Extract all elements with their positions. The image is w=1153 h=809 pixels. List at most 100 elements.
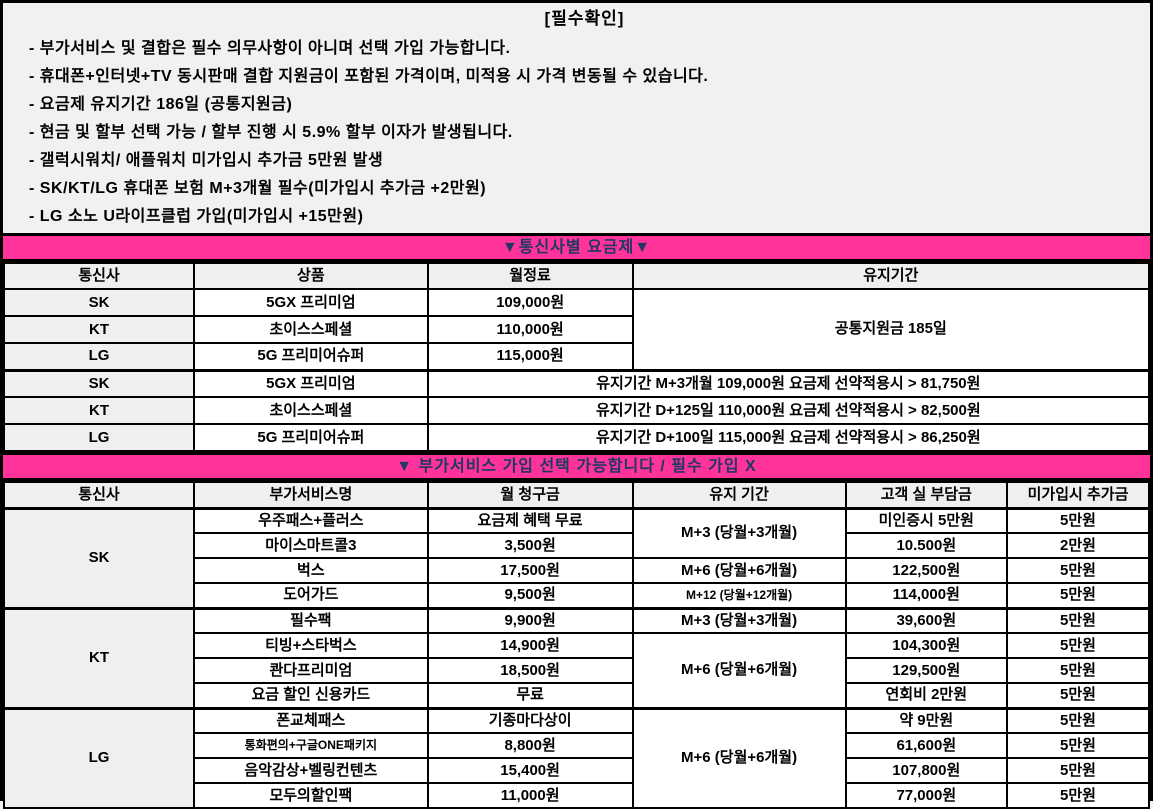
table-row: 음악감상+벨링컨텐츠 15,400원 107,800원 5만원 (4, 757, 1150, 784)
monthly-fee-cell: 115,000원 (426, 342, 634, 371)
product-cell: 5G 프리미어슈퍼 (193, 423, 429, 452)
monthly-charge-cell: 11,000원 (426, 782, 634, 809)
customer-cost-cell: 연회비 2만원 (844, 682, 1009, 709)
notice-line: - 휴대폰+인터넷+TV 동시판매 결합 지원금이 포함된 가격이며, 미적용 … (29, 68, 709, 85)
monthly-charge-cell: 17,500원 (426, 557, 634, 584)
monthly-charge-cell: 무료 (426, 682, 634, 709)
no-join-fee-cell: 5만원 (1006, 706, 1150, 734)
maintenance-period-cell: M+6 (당월+6개월) (631, 557, 847, 584)
table-row: LG 5G 프리미어슈퍼 유지기간 D+100일 115,000원 요금제 선약… (2, 423, 1151, 452)
product-cell: 5GX 프리미엄 (193, 288, 429, 317)
column-header-no-join-fee: 미가입시 추가금 (1006, 481, 1150, 509)
monthly-charge-cell: 요금제 혜택 무료 (426, 506, 634, 534)
carrier-cell: KT (2, 606, 196, 709)
customer-cost-cell: 39,600원 (844, 606, 1009, 634)
addon-service-table: 통신사 부가서비스명 월 청구금 유지 기간 고객 실 부담금 미가입시 추가금… (2, 481, 1150, 809)
maintenance-period-cell: M+12 (당월+12개월) (631, 582, 847, 609)
monthly-fee-cell: 110,000원 (426, 315, 634, 344)
monthly-charge-cell: 3,500원 (426, 532, 634, 559)
customer-cost-cell: 미인증시 5만원 (844, 506, 1009, 534)
column-header-maintenance-period: 유지 기간 (631, 481, 847, 509)
carrier-cell: SK (2, 506, 196, 609)
table-row: 통화편의+구글ONE패키지 8,800원 61,600원 5만원 (4, 732, 1150, 759)
monthly-charge-cell: 15,400원 (426, 757, 634, 784)
no-join-fee-cell: 5만원 (1006, 682, 1150, 709)
service-name-cell: 도어가드 (193, 582, 429, 609)
no-join-fee-cell: 5만원 (1006, 732, 1150, 759)
maintenance-period-cell: M+3 (당월+3개월) (631, 606, 847, 634)
column-header-customer-cost: 고객 실 부담금 (844, 481, 1009, 509)
service-name-cell: 티빙+스타벅스 (193, 632, 429, 659)
notice-line: - 현금 및 할부 선택 가능 / 할부 진행 시 5.9% 할부 이자가 발생… (29, 124, 513, 141)
no-join-fee-cell: 5만원 (1006, 757, 1150, 784)
product-cell: 초이스스페셜 (193, 396, 429, 425)
carrier-cell: KT (2, 396, 196, 425)
monthly-charge-cell: 9,500원 (426, 582, 634, 609)
carrier-cell: LG (2, 342, 196, 371)
column-header-maintenance-period: 유지기간 (631, 262, 1151, 290)
customer-cost-cell: 약 9만원 (844, 706, 1009, 734)
table-header-row: 통신사 부가서비스명 월 청구금 유지 기간 고객 실 부담금 미가입시 추가금 (2, 481, 1150, 509)
product-cell: 5GX 프리미엄 (193, 368, 429, 398)
rate-plan-band-title: ▼통신사별 요금제▼ (3, 233, 1150, 262)
contract-detail-cell: 유지기간 D+125일 110,000원 요금제 선약적용시 > 82,500원 (426, 396, 1151, 425)
customer-cost-cell: 61,600원 (844, 732, 1009, 759)
monthly-charge-cell: 9,900원 (426, 606, 634, 634)
table-row: SK 5GX 프리미엄 109,000원 공통지원금 185일 (2, 288, 1151, 371)
service-name-cell: 음악감상+벨링컨텐츠 (193, 757, 429, 784)
rate-plan-table: 통신사 상품 월정료 유지기간 SK 5GX 프리미엄 109,000원 공통지… (2, 262, 1151, 452)
customer-cost-cell: 129,500원 (844, 657, 1009, 684)
column-header-carrier: 통신사 (2, 262, 196, 290)
table-row: 벅스 17,500원 M+6 (당월+6개월) 122,500원 5만원 (4, 557, 1150, 584)
customer-cost-cell: 10.500원 (844, 532, 1009, 559)
maintenance-period-cell: M+6 (당월+6개월) (631, 632, 847, 709)
monthly-charge-cell: 기종마다상이 (426, 706, 634, 734)
customer-cost-cell: 107,800원 (844, 757, 1009, 784)
support-period-cell: 공통지원금 185일 (631, 288, 1151, 371)
table-row: SK 우주패스+플러스 요금제 혜택 무료 M+3 (당월+3개월) 미인증시 … (2, 506, 1150, 609)
customer-cost-cell: 122,500원 (844, 557, 1009, 584)
notice-line: - SK/KT/LG 휴대폰 보험 M+3개월 필수(미가입시 추가금 +2만원… (29, 180, 487, 197)
carrier-cell: KT (2, 315, 196, 344)
no-join-fee-cell: 5만원 (1006, 782, 1150, 809)
customer-cost-cell: 104,300원 (844, 632, 1009, 659)
contract-detail-cell: 유지기간 D+100일 115,000원 요금제 선약적용시 > 86,250원 (426, 423, 1151, 452)
column-header-monthly-charge: 월 청구금 (426, 481, 634, 509)
notice-line: - 부가서비스 및 결합은 필수 의무사항이 아니며 선택 가입 가능합니다. (29, 40, 511, 57)
column-header-monthly-fee: 월정료 (426, 262, 634, 290)
notice-line: - LG 소노 U라이프클럽 가입(미가입시 +15만원) (29, 208, 364, 225)
carrier-cell: SK (2, 368, 196, 398)
no-join-fee-cell: 5만원 (1006, 582, 1150, 609)
monthly-fee-cell: 109,000원 (426, 288, 634, 317)
customer-cost-cell: 77,000원 (844, 782, 1009, 809)
column-header-carrier: 통신사 (2, 481, 196, 509)
product-cell: 5G 프리미어슈퍼 (193, 342, 429, 371)
service-name-cell: 폰교체패스 (193, 706, 429, 734)
no-join-fee-cell: 5만원 (1006, 606, 1150, 634)
table-row: 요금 할인 신용카드 무료 연회비 2만원 5만원 (4, 682, 1150, 709)
service-name-cell: 모두의할인팩 (193, 782, 429, 809)
maintenance-period-cell: M+3 (당월+3개월) (631, 506, 847, 559)
notice-line: - 요금제 유지기간 186일 (공통지원금) (29, 96, 293, 113)
page-title: [필수확인] (544, 9, 625, 28)
monthly-charge-cell: 18,500원 (426, 657, 634, 684)
table-row: 도어가드 9,500원 M+12 (당월+12개월) 114,000원 5만원 (4, 582, 1150, 609)
service-name-cell: 필수팩 (193, 606, 429, 634)
monthly-charge-cell: 8,800원 (426, 732, 634, 759)
service-name-cell: 콴다프리미엄 (193, 657, 429, 684)
table-header-row: 통신사 상품 월정료 유지기간 (2, 262, 1151, 290)
customer-cost-cell: 114,000원 (844, 582, 1009, 609)
monthly-charge-cell: 14,900원 (426, 632, 634, 659)
no-join-fee-cell: 5만원 (1006, 632, 1150, 659)
addon-band-title: ▼ 부가서비스 가입 선택 가능합니다 / 필수 가입 X (3, 452, 1150, 481)
table-row: LG 폰교체패스 기종마다상이 M+6 (당월+6개월) 약 9만원 5만원 (2, 706, 1150, 809)
notice-section: [필수확인] - 부가서비스 및 결합은 필수 의무사항이 아니며 선택 가입 … (3, 3, 1150, 233)
no-join-fee-cell: 5만원 (1006, 557, 1150, 584)
table-row: 콴다프리미엄 18,500원 129,500원 5만원 (4, 657, 1150, 684)
service-name-cell: 벅스 (193, 557, 429, 584)
carrier-cell: SK (2, 288, 196, 317)
column-header-product: 상품 (193, 262, 429, 290)
no-join-fee-cell: 5만원 (1006, 506, 1150, 534)
service-name-cell: 마이스마트콜3 (193, 532, 429, 559)
carrier-cell: LG (2, 423, 196, 452)
